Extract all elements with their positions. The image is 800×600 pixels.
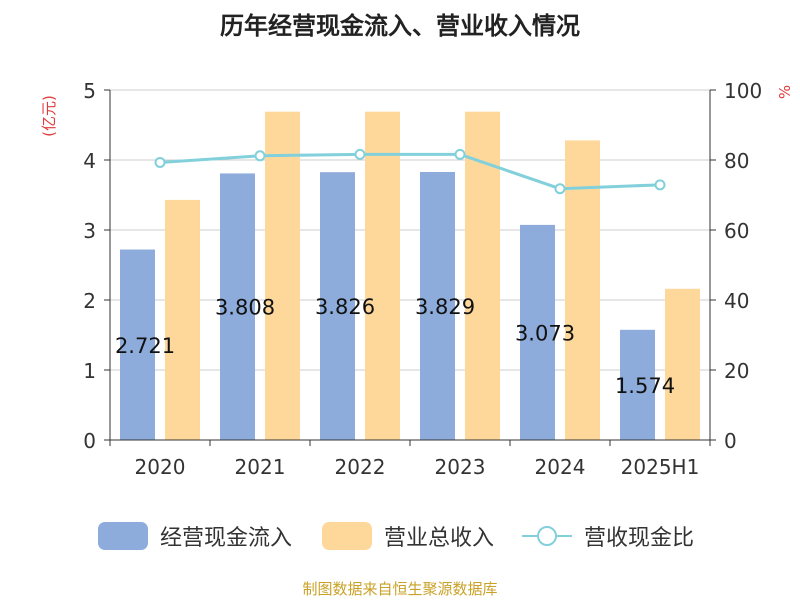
ratio-line <box>159 152 661 191</box>
legend-item-revenue[interactable]: 营业总收入 <box>322 518 494 554</box>
bar-revenue <box>265 111 300 440</box>
right-tick-label: 20 <box>724 359 749 383</box>
right-tick-label: 60 <box>724 219 749 243</box>
x-tick-label: 2020 <box>135 455 186 479</box>
bar-cash-inflow <box>620 329 655 440</box>
right-tick-label: 80 <box>724 149 749 173</box>
ratio-point <box>554 183 566 195</box>
legend-label-ratio: 营收现金比 <box>584 526 695 551</box>
bar-revenue <box>565 140 600 440</box>
chart-title: 历年经营现金流入、营业收入情况 <box>220 12 580 40</box>
bar-cash-inflow <box>320 172 355 440</box>
ratio-point <box>354 148 366 160</box>
bar-value-label: 3.829 <box>415 295 475 319</box>
x-tick-label: 2025H1 <box>621 455 700 479</box>
x-tick-label: 2022 <box>335 455 386 479</box>
bar-revenue <box>165 199 200 440</box>
left-axis-unit: (亿元) <box>40 95 58 137</box>
legend-swatch-revenue <box>322 522 372 550</box>
bar-value-label: 3.073 <box>515 321 575 345</box>
ratio-point <box>254 150 266 162</box>
x-tick-label: 2023 <box>435 455 486 479</box>
ratio-point <box>654 179 666 191</box>
left-tick-label: 2 <box>83 289 96 313</box>
right-tick-label: 40 <box>724 289 749 313</box>
bar-value-label: 2.721 <box>115 334 175 358</box>
left-tick-label: 5 <box>83 79 96 103</box>
legend-item-ratio[interactable]: 营收现金比 <box>522 518 694 554</box>
bar-cash-inflow <box>520 224 555 440</box>
legend-swatch-cash-inflow <box>98 522 148 550</box>
bar-cash-inflow <box>220 173 255 440</box>
bar-revenue <box>665 288 700 440</box>
right-tick-label: 100 <box>724 79 762 103</box>
ratio-point <box>454 148 466 160</box>
x-tick-label: 2024 <box>535 455 586 479</box>
left-tick-label: 4 <box>83 149 96 173</box>
right-tick-label: 0 <box>724 429 737 453</box>
ratio-point <box>154 156 166 168</box>
x-tick-label: 2021 <box>235 455 286 479</box>
bar-value-label: 1.574 <box>615 374 675 398</box>
left-tick-label: 3 <box>83 219 96 243</box>
bar-value-label: 3.808 <box>215 296 275 320</box>
legend: 经营现金流入 营业总收入 营收现金比 <box>0 518 800 554</box>
right-axis-unit: % <box>776 85 794 99</box>
left-tick-label: 0 <box>83 429 96 453</box>
legend-label-cash-inflow: 经营现金流入 <box>160 526 293 551</box>
bar-cash-inflow <box>120 249 155 440</box>
bar-value-label: 3.826 <box>315 295 375 319</box>
bar-cash-inflow <box>420 171 455 440</box>
left-tick-label: 1 <box>83 359 96 383</box>
legend-item-cash-inflow[interactable]: 经营现金流入 <box>98 518 292 554</box>
source-note: 制图数据来自恒生聚源数据库 <box>302 580 498 598</box>
legend-label-revenue: 营业总收入 <box>384 526 495 551</box>
legend-swatch-ratio <box>522 522 572 550</box>
bar-revenue <box>365 111 400 440</box>
